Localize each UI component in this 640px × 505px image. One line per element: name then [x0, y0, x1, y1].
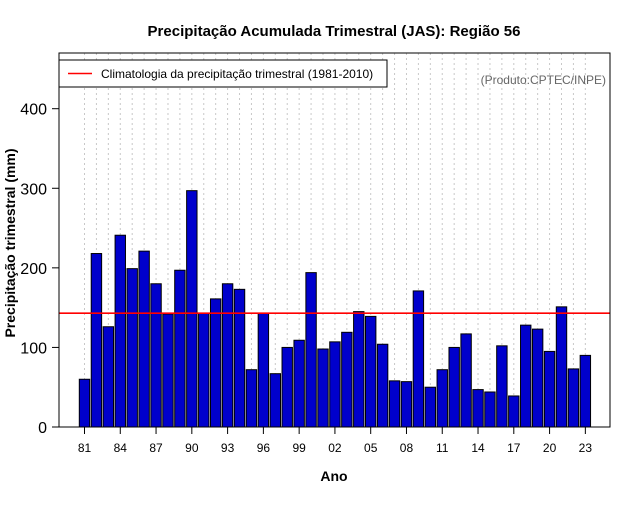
- bar-1995: [245, 369, 258, 428]
- bar-2001: [317, 348, 329, 428]
- bar-2012: [448, 346, 460, 428]
- bar-2011: [436, 369, 448, 428]
- x-tick-label-2008: 08: [400, 441, 414, 455]
- bar-2015: [484, 391, 496, 428]
- x-tick-label-1993: 93: [221, 441, 235, 455]
- bar-2016: [496, 345, 508, 428]
- bar-2000: [305, 272, 317, 428]
- bar-2003: [341, 331, 353, 428]
- bar-1983: [102, 326, 115, 428]
- bar-1985: [126, 268, 138, 428]
- y-tick-label-100: 100: [20, 340, 47, 357]
- x-tick-label-2023: 23: [579, 441, 593, 455]
- legend-box: [58, 59, 388, 88]
- bars: [78, 190, 592, 428]
- x-tick-label-1990: 90: [185, 441, 199, 455]
- bar-1989: [174, 269, 186, 428]
- bar-2014: [472, 389, 484, 428]
- bar-1999: [293, 339, 305, 428]
- bar-2013: [460, 333, 472, 428]
- bar-2020: [543, 350, 556, 428]
- bar-2010: [424, 386, 437, 428]
- x-tick-label-2002: 02: [328, 441, 342, 455]
- x-tick-label-1996: 96: [257, 441, 271, 455]
- bar-1981: [78, 378, 91, 428]
- bar-2009: [412, 290, 425, 428]
- bar-1994: [233, 288, 246, 428]
- x-tick-label-2020: 20: [543, 441, 557, 455]
- x-tick-label-2017: 17: [507, 441, 521, 455]
- bar-2017: [508, 395, 520, 428]
- credit-text: (Produto:CPTEC/INPE): [481, 73, 606, 87]
- bar-2004: [353, 311, 365, 428]
- legend-label: Climatologia da precipitação trimestral …: [101, 67, 373, 81]
- x-tick-label-2014: 14: [471, 441, 485, 455]
- bar-1998: [281, 346, 293, 428]
- bar-1982: [90, 253, 103, 428]
- bar-1986: [138, 250, 150, 428]
- bar-1996: [257, 312, 270, 428]
- chart-title: Precipitação Acumulada Trimestral (JAS):…: [148, 23, 521, 40]
- y-axis: 0 100 200 300 400: [20, 102, 60, 437]
- bar-2002: [329, 341, 341, 428]
- bar-1992: [209, 298, 222, 428]
- y-axis-title: Precipitação trimestral (mm): [2, 148, 18, 337]
- y-tick-label-0: 0: [38, 420, 47, 437]
- bar-1988: [162, 313, 174, 428]
- y-tick-label-400: 400: [20, 102, 47, 119]
- x-axis: 81 84 87 90 93 96 99 02 05 08 11 14 17 20 23: [78, 426, 593, 455]
- x-tick-label-2011: 11: [436, 441, 449, 455]
- bar-2018: [520, 324, 532, 428]
- bar-2006: [376, 343, 389, 428]
- x-tick-label-2005: 05: [364, 441, 378, 455]
- x-axis-title: Ano: [320, 468, 347, 484]
- bar-1984: [114, 234, 126, 428]
- bar-2019: [531, 328, 544, 428]
- bar-2022: [567, 368, 580, 428]
- x-tick-label-1981: 81: [78, 441, 92, 455]
- x-tick-label-1987: 87: [149, 441, 163, 455]
- x-tick-label-1999: 99: [292, 441, 306, 455]
- x-tick-label-1984: 84: [114, 441, 128, 455]
- bar-2021: [555, 306, 568, 428]
- bar-2005: [365, 315, 377, 428]
- y-tick-label-300: 300: [20, 181, 47, 198]
- bar-2023: [579, 354, 592, 428]
- bar-1990: [186, 190, 198, 428]
- bar-1997: [269, 373, 282, 428]
- bar-2008: [400, 381, 413, 428]
- y-tick-label-200: 200: [20, 261, 47, 278]
- bar-1987: [150, 283, 162, 428]
- legend: Climatologia da precipitação trimestral …: [58, 59, 388, 88]
- bar-2007: [388, 380, 401, 428]
- bar-1991: [198, 312, 210, 428]
- bar-1993: [221, 283, 234, 428]
